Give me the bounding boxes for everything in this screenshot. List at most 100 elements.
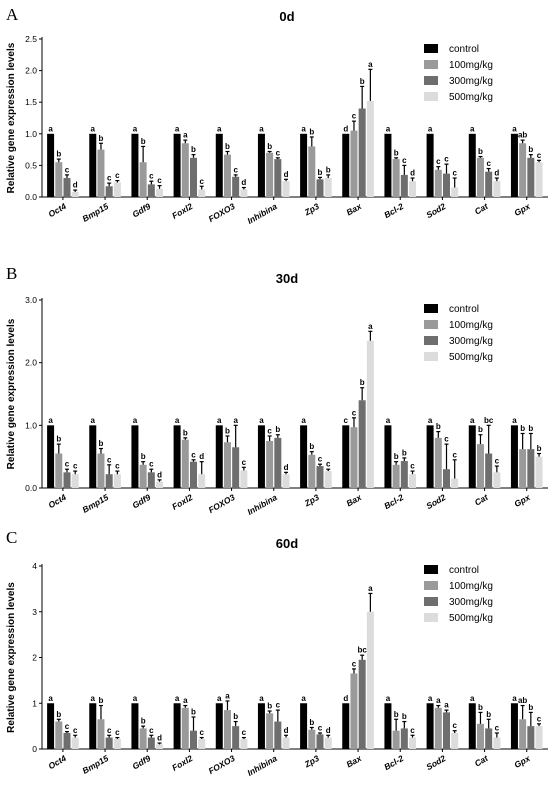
- bar: [324, 471, 332, 488]
- bar: [181, 707, 189, 749]
- bar: [409, 181, 417, 197]
- category-label: Cat: [473, 491, 491, 507]
- significance-letter: b: [402, 448, 407, 457]
- significance-letter: c: [410, 726, 415, 735]
- category-label: Gpx: [512, 752, 532, 770]
- bar: [434, 169, 442, 197]
- chart-panel-0d: A 0d Relative gene expression levels 0.0 0.5…: [6, 5, 548, 226]
- legend-label: 500mg/kg: [449, 92, 493, 103]
- bar: [232, 726, 240, 749]
- significance-letter: a: [225, 691, 230, 700]
- bar: [535, 456, 543, 488]
- bar: [300, 425, 308, 488]
- bar: [485, 453, 493, 488]
- y-tick-label: 3: [32, 607, 37, 617]
- legend-swatch: [424, 613, 438, 622]
- bar: [426, 425, 434, 488]
- legend-label: control: [449, 304, 479, 315]
- bar: [300, 703, 308, 749]
- significance-letter: ab: [518, 131, 527, 140]
- bar: [198, 474, 206, 488]
- category-label: Zp3: [302, 753, 321, 770]
- significance-letter: c: [344, 416, 349, 425]
- legend-swatch: [424, 44, 438, 53]
- bar: [266, 713, 274, 749]
- category-label: Foxl2: [170, 492, 194, 512]
- category-label: Oct4: [47, 492, 69, 510]
- bar: [451, 732, 459, 749]
- significance-letter: b: [528, 703, 533, 712]
- bar: [274, 721, 282, 749]
- significance-letter: b: [56, 150, 61, 159]
- significance-letter: b: [360, 378, 365, 387]
- category-label: Bcl-2: [382, 201, 405, 220]
- category-label: Gpx: [512, 491, 532, 509]
- significance-letter: c: [107, 174, 112, 183]
- bar: [113, 474, 121, 488]
- category-label: Sod2: [424, 201, 447, 220]
- category-label: Oct4: [47, 201, 69, 219]
- bar: [181, 143, 189, 197]
- significance-letter: c: [452, 169, 457, 178]
- category-label: Bmp15: [81, 492, 111, 515]
- y-tick-label: 0.5: [25, 160, 37, 170]
- category-label: Bmp15: [81, 753, 111, 776]
- chart-panel-60d: C 60d Relative gene expression levels 0 1 2 3 4…: [6, 528, 548, 778]
- significance-letter: c: [199, 177, 204, 186]
- legend-label: control: [449, 565, 479, 576]
- bar: [350, 130, 358, 197]
- bar: [139, 464, 147, 488]
- significance-letter: c: [318, 723, 323, 732]
- bar: [358, 108, 366, 197]
- legend-swatch: [424, 320, 438, 329]
- significance-letter: c: [199, 728, 204, 737]
- bar: [173, 703, 181, 749]
- significance-letter: c: [115, 171, 120, 180]
- significance-letter: b: [56, 435, 61, 444]
- bar: [282, 474, 290, 488]
- significance-letter: a: [386, 124, 391, 133]
- significance-letter: a: [368, 322, 373, 331]
- bar: [468, 425, 476, 488]
- bar: [97, 453, 105, 488]
- significance-letter: d: [410, 169, 415, 178]
- significance-letter: c: [149, 172, 154, 181]
- significance-letter: c: [242, 728, 247, 737]
- bar: [316, 466, 324, 488]
- bar: [105, 474, 113, 488]
- bar: [308, 729, 316, 749]
- significance-letter: c: [402, 156, 407, 165]
- bar: [63, 178, 71, 197]
- legend-label: control: [449, 44, 479, 55]
- significance-letter: c: [73, 726, 78, 735]
- significance-letter: a: [386, 416, 391, 425]
- significance-letter: b: [309, 127, 314, 136]
- bar: [527, 449, 535, 488]
- bar: [198, 189, 206, 197]
- bar: [409, 737, 417, 749]
- bar: [426, 133, 434, 197]
- bar: [400, 728, 408, 749]
- bar: [274, 437, 282, 488]
- category-label: Bax: [345, 752, 365, 769]
- bar: [71, 474, 79, 488]
- significance-letter: b: [537, 444, 542, 453]
- significance-letter: b: [141, 717, 146, 726]
- bar: [451, 478, 459, 488]
- bar: [97, 719, 105, 749]
- category-label: Bcl-2: [382, 753, 405, 772]
- bar: [493, 181, 501, 197]
- y-tick-label: 2: [32, 653, 37, 663]
- bar: [493, 472, 501, 488]
- bar: [266, 152, 274, 197]
- significance-letter: c: [452, 450, 457, 459]
- significance-letter: a: [428, 416, 433, 425]
- category-label: FOXO3: [207, 492, 237, 515]
- significance-letter: a: [233, 416, 238, 425]
- category-label: Oct4: [47, 753, 69, 771]
- category-label: Inhibina: [246, 201, 279, 226]
- significance-letter: d: [343, 124, 348, 133]
- legend-swatch: [424, 60, 438, 69]
- significance-letter: a: [48, 416, 53, 425]
